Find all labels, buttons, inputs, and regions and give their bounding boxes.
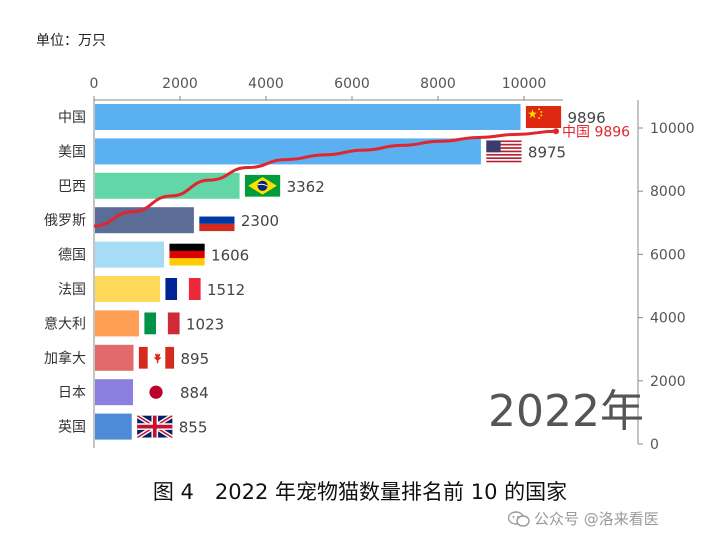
bar: [95, 104, 521, 130]
trend-line: [93, 129, 557, 228]
bar-chart: 0 2000 4000 6000 8000 10000 0 2000 4000 6000 8000 1…: [44, 76, 695, 453]
value-label: 895: [180, 350, 209, 368]
category-label: 日本: [58, 385, 86, 401]
value-label: 1023: [186, 315, 224, 333]
flag-ca-icon: [138, 346, 175, 369]
value-label: 3362: [287, 178, 325, 196]
flag-us-icon: [486, 140, 522, 163]
y2-tick-label: 8000: [650, 184, 686, 200]
flag-cn-icon: [525, 106, 562, 128]
flag-gb-icon: [137, 416, 172, 438]
bar: [95, 276, 161, 302]
category-label: 美国: [58, 144, 86, 160]
unit-label: 单位：万只: [36, 33, 106, 49]
category-label: 俄罗斯: [44, 213, 86, 229]
trend-line-label: 中国 9896: [562, 124, 630, 140]
value-label: 2300: [241, 212, 279, 230]
category-label: 加拿大: [44, 350, 86, 367]
bar: [95, 241, 165, 268]
value-label: 1606: [211, 247, 249, 265]
category-label: 德国: [58, 248, 86, 264]
y2-tick-label: 10000: [650, 121, 695, 137]
flag-de-icon: [169, 243, 205, 266]
bar: [95, 344, 134, 371]
x-tick-label: 4000: [248, 76, 284, 92]
category-label: 法国: [58, 282, 86, 298]
flag-br-icon: [244, 174, 281, 197]
category-label: 巴西: [58, 179, 86, 195]
value-label: 9896: [568, 109, 606, 127]
y2-tick-label: 0: [650, 437, 659, 453]
bar: [95, 413, 132, 440]
value-label: 884: [180, 384, 209, 402]
year-label: 2022年: [488, 386, 644, 437]
value-label: 8975: [528, 143, 566, 161]
y2-tick-label: 6000: [650, 247, 686, 263]
flag-jp-icon: [138, 381, 174, 404]
x-tick-label: 6000: [334, 76, 370, 92]
category-label: 英国: [58, 419, 86, 436]
bar: [95, 172, 240, 199]
x-tick-label: 2000: [162, 76, 198, 92]
x-tick-label: 0: [90, 76, 99, 92]
value-label: 855: [179, 419, 208, 437]
category-label: 意大利: [44, 315, 86, 332]
x-tick-label: 10000: [502, 76, 547, 92]
y2-tick-label: 4000: [650, 311, 686, 327]
flag-ru-icon: [199, 209, 235, 232]
x-tick-label: 8000: [420, 76, 456, 92]
watermark: 公众号 @洛来看医: [508, 508, 659, 529]
watermark-text: 公众号 @洛来看医: [534, 510, 659, 528]
flag-fr-icon: [165, 278, 201, 300]
trend-line-endpoint: [553, 128, 559, 135]
bar: [95, 310, 139, 337]
wechat-icon: [508, 510, 530, 527]
flag-it-icon: [144, 312, 180, 335]
y2-tick-label: 2000: [650, 374, 686, 390]
bar: [95, 379, 134, 406]
value-label: 1512: [207, 281, 245, 299]
category-label: 中国: [58, 110, 86, 126]
figure-caption: 图 4 2022 年宠物猫数量排名前 10 的国家: [152, 480, 568, 504]
